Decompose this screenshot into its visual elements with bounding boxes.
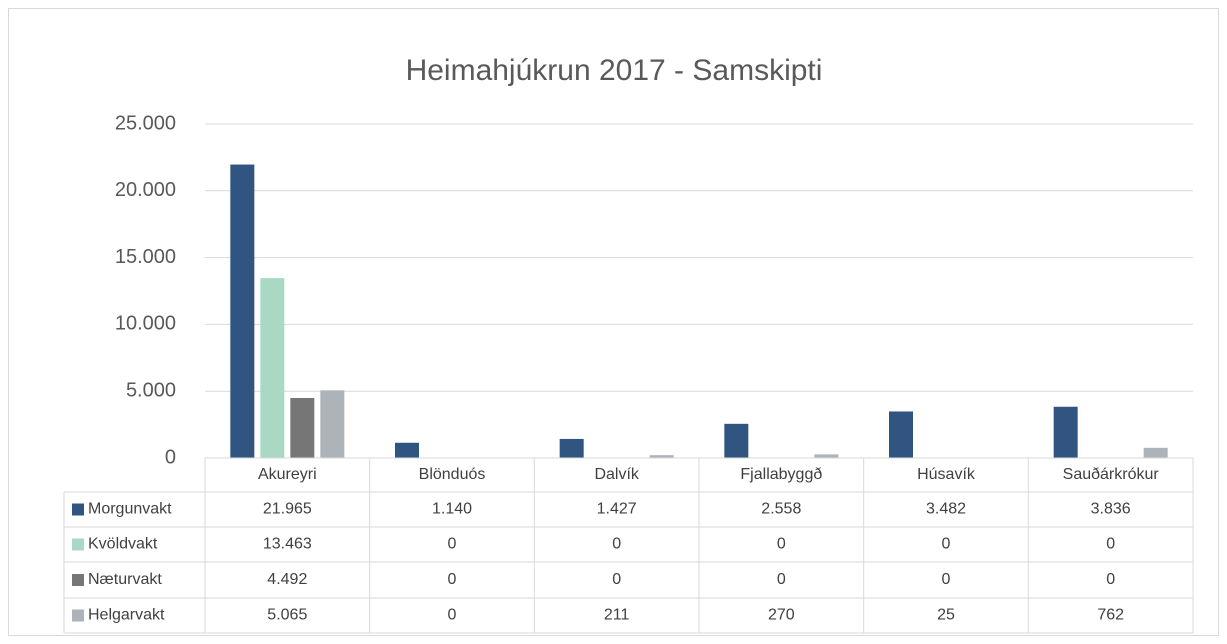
table-cell: 211 [604,607,630,624]
table-cell: 4.492 [267,571,307,588]
table-cell: 5.065 [267,607,307,624]
table-cell: 0 [612,536,621,553]
legend-swatch [72,574,84,586]
bar [559,438,584,458]
table-cell: 0 [612,571,621,588]
table-cell: 0 [777,536,786,553]
legend-label: Kvöldvakt [88,536,158,553]
bar [320,390,345,458]
legend-swatch [72,538,84,551]
table-cell: 0 [448,536,457,553]
table-cell: 270 [768,607,795,624]
x-tick-label: Sauðárkrókur [1063,466,1160,483]
bar [649,455,674,458]
bar [889,411,913,458]
table-cell: 2.558 [761,501,801,518]
legend-label: Næturvakt [88,571,162,588]
table-cell: 0 [942,571,951,588]
table-cell: 25 [937,607,955,624]
bar [724,423,749,458]
bar [260,278,285,458]
legend-swatch [72,503,84,516]
y-tick-label: 5.000 [126,379,176,401]
table-cell: 21.965 [263,501,312,518]
x-tick-label: Húsavík [917,466,976,483]
table-cell: 762 [1097,607,1124,624]
bar [1053,406,1078,458]
y-tick-label: 15.000 [115,246,176,268]
chart-title: Heimahjúkrun 2017 - Samskipti [406,54,823,87]
legend-swatch [72,609,84,622]
y-tick-label: 25.000 [115,112,176,134]
bar [290,397,315,458]
table-cell: 0 [448,607,457,624]
table-cell: 1.140 [432,501,472,518]
bar [230,164,255,458]
x-tick-label: Fjallabyggð [740,466,822,483]
bar [1143,447,1168,458]
y-tick-label: 0 [165,446,176,468]
legend-label: Morgunvakt [88,501,172,518]
x-tick-label: Dalvík [594,466,639,483]
table-cell: 13.463 [263,536,312,553]
table-cell: 0 [777,571,786,588]
table-cell: 0 [1106,536,1115,553]
bar [814,454,839,458]
table-cell: 1.427 [597,501,637,518]
legend-label: Helgarvakt [88,607,165,624]
table-cell: 0 [448,571,457,588]
x-tick-label: Blönduós [419,466,486,483]
table-cell: 0 [1106,571,1115,588]
chart-border [8,8,1219,636]
table-cell: 0 [942,536,951,553]
table-cell: 3.836 [1091,501,1131,518]
y-tick-label: 10.000 [115,313,176,335]
bar [395,442,419,458]
x-tick-label: Akureyri [258,466,317,483]
table-cell: 3.482 [926,501,966,518]
y-tick-label: 20.000 [115,179,176,201]
